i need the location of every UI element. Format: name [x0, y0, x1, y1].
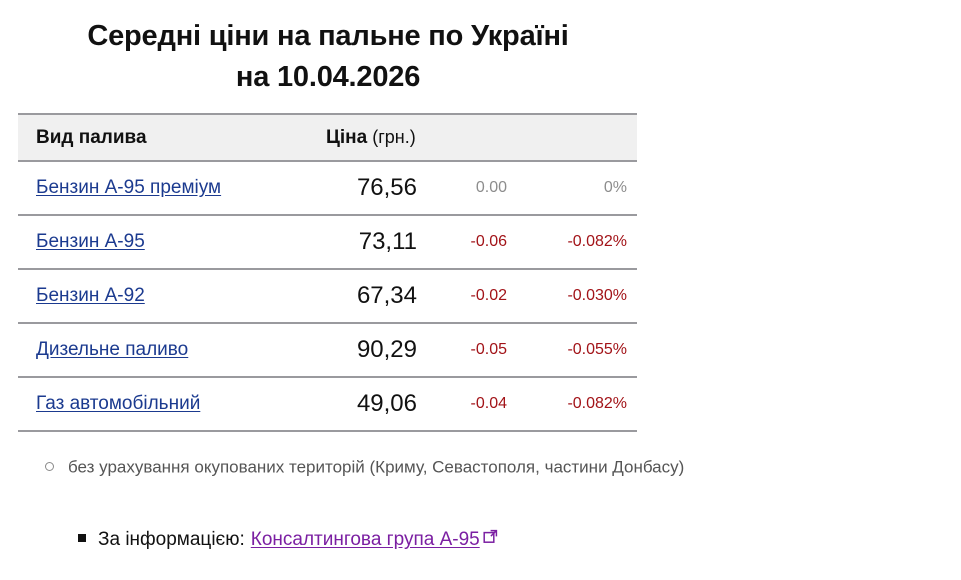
- percent-cell: -0.082%: [510, 215, 638, 270]
- fuel-name-cell: Бензин А-95: [18, 215, 310, 270]
- column-header-price-label: Ціна: [326, 126, 368, 148]
- price-cell: 49,06: [310, 377, 420, 432]
- price-cell: 90,29: [310, 323, 420, 378]
- change-cell: -0.04: [420, 377, 510, 432]
- table-row: Дизельне паливо 90,29 -0.05 -0.055%: [18, 323, 638, 378]
- circle-bullet-icon: [45, 462, 54, 472]
- column-header-price-unit-text: (грн.): [372, 126, 416, 147]
- disclaimer-note: без урахування окупованих територій (Кри…: [45, 456, 945, 479]
- fuel-name-cell: Бензин А-95 преміум: [18, 161, 310, 216]
- percent-cell: -0.055%: [510, 323, 638, 378]
- page-title-line-1: Середні ціни на пальне по Україні: [87, 20, 569, 52]
- external-link-icon[interactable]: [483, 527, 498, 551]
- fuel-link-a92[interactable]: Бензин А-92: [36, 285, 145, 306]
- percent-cell: -0.030%: [510, 269, 638, 324]
- price-cell: 73,11: [310, 215, 420, 270]
- fuel-link-lpg[interactable]: Газ автомобільний: [36, 393, 201, 414]
- table-row: Бензин А-95 73,11 -0.06 -0.082%: [18, 215, 638, 270]
- fuel-link-a95-premium[interactable]: Бензин А-95 преміум: [36, 177, 222, 198]
- source-link[interactable]: Консалтингова група А-95: [250, 529, 480, 550]
- table-header-row: Вид палива Ціна (грн.): [18, 113, 638, 162]
- percent-cell: -0.082%: [510, 377, 638, 432]
- fuel-name-cell: Бензин А-92: [18, 269, 310, 324]
- table-row: Газ автомобільний 49,06 -0.04 -0.082%: [18, 377, 638, 432]
- column-header-price: Ціна (грн.): [310, 113, 638, 162]
- table-header: Вид палива Ціна (грн.): [18, 113, 638, 162]
- source-note: За інформацією: Консалтингова група А-95: [78, 528, 938, 552]
- fuel-name-cell: Дизельне паливо: [18, 323, 310, 378]
- fuel-link-a95[interactable]: Бензин А-95: [36, 231, 145, 252]
- change-cell: 0.00: [420, 161, 510, 216]
- source-label: За інформацією:: [98, 529, 245, 550]
- table-row: Бензин А-92 67,34 -0.02 -0.030%: [18, 269, 638, 324]
- page-title-line-2: на 10.04.2026: [235, 61, 421, 93]
- fuel-link-diesel[interactable]: Дизельне паливо: [36, 339, 189, 360]
- change-cell: -0.06: [420, 215, 510, 270]
- fuel-name-cell: Газ автомобільний: [18, 377, 310, 432]
- percent-cell: 0%: [510, 161, 638, 216]
- square-bullet-icon: [78, 534, 86, 542]
- table-body: Бензин А-95 преміум 76,56 0.00 0% Бензин…: [18, 161, 638, 432]
- disclaimer-text: без урахування окупованих територій (Кри…: [68, 457, 685, 477]
- fuel-prices-table: Вид палива Ціна (грн.) Бензин А-95 премі…: [18, 113, 638, 432]
- page-title: Середні ціни на пальне по Україні на 10.…: [18, 16, 638, 98]
- table-row: Бензин А-95 преміум 76,56 0.00 0%: [18, 161, 638, 216]
- price-cell: 76,56: [310, 161, 420, 216]
- price-cell: 67,34: [310, 269, 420, 324]
- column-header-fuel: Вид палива: [18, 113, 310, 162]
- change-cell: -0.02: [420, 269, 510, 324]
- change-cell: -0.05: [420, 323, 510, 378]
